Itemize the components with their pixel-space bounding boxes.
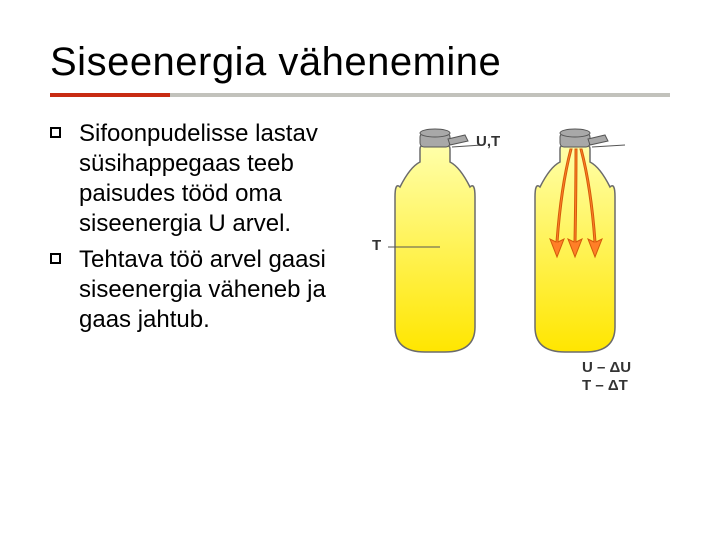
list-item: Sifoonpudelisse lastav süsihappegaas tee… — [50, 119, 370, 239]
label-line — [592, 145, 625, 147]
list-item: Tehtava töö arvel gaasi siseenergia vähe… — [50, 245, 370, 335]
page-title: Siseenergia vähenemine — [50, 40, 670, 85]
diagram: U,T T — [370, 119, 670, 372]
bullet-list: Sifoonpudelisse lastav süsihappegaas tee… — [50, 119, 370, 372]
bottle-right: U – ΔU T – ΔT — [520, 127, 630, 372]
bottle-right-svg — [520, 127, 630, 367]
label-ut: U,T — [476, 133, 500, 150]
bottle-cap-top — [560, 129, 590, 137]
title-underline — [50, 93, 670, 97]
bullet-icon — [50, 127, 61, 138]
label-t: T — [372, 237, 381, 254]
label-t-dt: T – ΔT — [582, 377, 628, 394]
bottle-body — [395, 145, 475, 352]
bottle-left: U,T T — [380, 127, 490, 372]
underline-red — [50, 93, 170, 97]
bottle-nozzle — [448, 135, 468, 145]
label-u-du: U – ΔU — [582, 359, 631, 376]
bullet-icon — [50, 253, 61, 264]
bullet-text: Tehtava töö arvel gaasi siseenergia vähe… — [79, 245, 370, 335]
bottle-left-svg — [380, 127, 490, 367]
bottle-cap-top — [420, 129, 450, 137]
underline-gray — [170, 93, 670, 97]
bullet-text: Sifoonpudelisse lastav süsihappegaas tee… — [79, 119, 370, 239]
bottle-nozzle — [588, 135, 608, 145]
